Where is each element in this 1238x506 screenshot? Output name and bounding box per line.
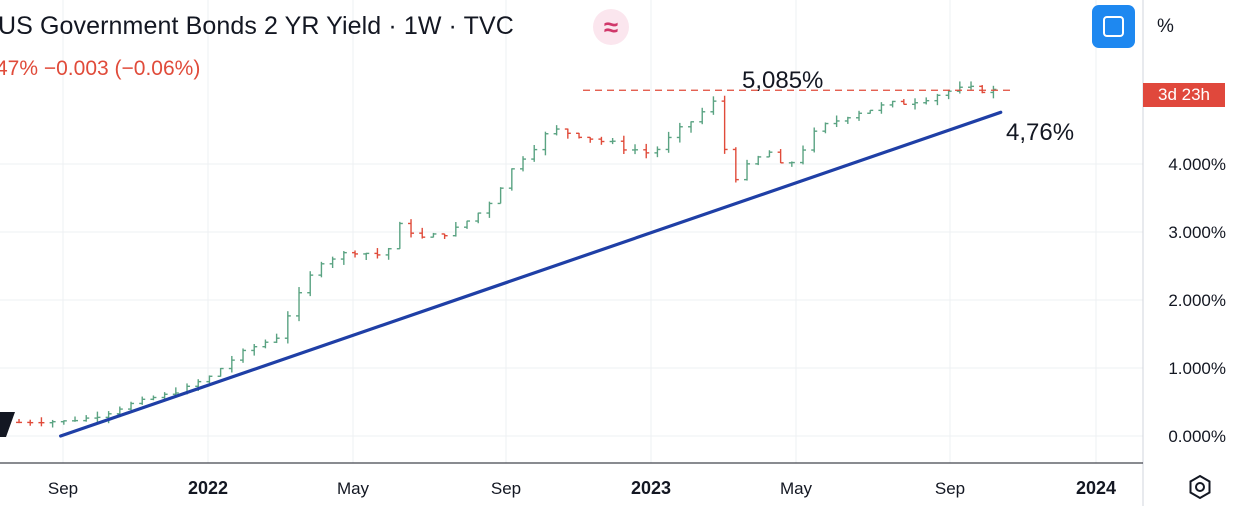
resistance-label: 5,085% bbox=[742, 67, 823, 94]
trendline bbox=[59, 110, 1003, 438]
y-tick-label: 3.000% bbox=[1168, 223, 1226, 242]
x-tick-label: Sep bbox=[491, 479, 521, 498]
x-tick-label: Sep bbox=[48, 479, 78, 498]
x-tick-label: May bbox=[780, 479, 813, 498]
x-tick-label: 2023 bbox=[631, 478, 671, 498]
fullscreen-button[interactable] bbox=[1092, 5, 1135, 48]
x-tick-label: 2024 bbox=[1076, 478, 1116, 498]
trendline-label: 4,76% bbox=[1006, 119, 1074, 146]
y-tick-label: 4.000% bbox=[1168, 155, 1226, 174]
approx-equal-icon[interactable]: ≈ bbox=[593, 9, 629, 45]
price-change-quote: 47% −0.003 (−0.06%) bbox=[0, 57, 201, 80]
chart-title: US Government Bonds 2 YR Yield · 1W · TV… bbox=[0, 12, 514, 40]
x-tick-label: May bbox=[337, 479, 370, 498]
y-tick-label: 0.000% bbox=[1168, 427, 1226, 446]
settings-icon[interactable] bbox=[1187, 474, 1213, 500]
bar-countdown-label: 3d 23h bbox=[1143, 83, 1225, 107]
candles-group bbox=[16, 81, 997, 428]
x-tick-label: Sep bbox=[935, 479, 965, 498]
y-tick-label: 2.000% bbox=[1168, 291, 1226, 310]
tradingview-logo-icon bbox=[0, 412, 15, 437]
x-tick-label: 2022 bbox=[188, 478, 228, 498]
fullscreen-icon bbox=[1103, 16, 1124, 37]
percent-scale-button[interactable]: % bbox=[1157, 16, 1174, 37]
y-tick-label: 1.000% bbox=[1168, 359, 1226, 378]
